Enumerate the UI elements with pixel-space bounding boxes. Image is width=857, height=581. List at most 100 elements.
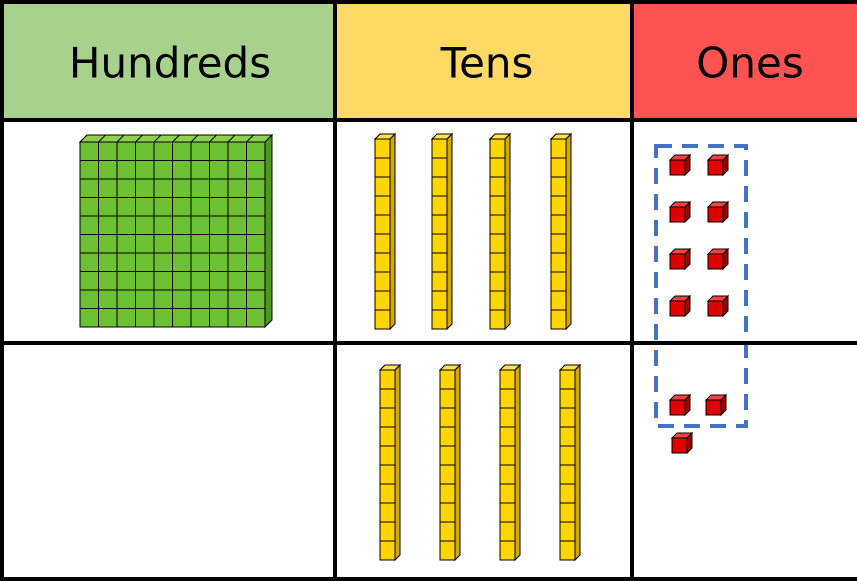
header-ones: Ones: [696, 39, 803, 88]
rod-side: [565, 132, 572, 331]
flat-top-line: [190, 134, 199, 143]
rod-cell: [439, 388, 456, 409]
flat-cell: [246, 271, 266, 291]
flat-cell: [246, 178, 266, 198]
flat-cell: [209, 289, 229, 309]
flat-cell: [172, 289, 192, 309]
rod-cell: [431, 195, 448, 216]
rod-side: [389, 132, 396, 331]
rod-cell: [379, 369, 396, 390]
flat-cell: [209, 197, 229, 217]
rod-cell: [499, 388, 516, 409]
rod-cell: [379, 483, 396, 504]
rod-cell: [431, 309, 448, 330]
rod-cell: [431, 290, 448, 311]
flat-cell: [227, 160, 247, 180]
rod-cell: [489, 176, 506, 197]
flat-cell: [98, 197, 118, 217]
rod-cell: [374, 195, 391, 216]
flat-cell: [172, 308, 192, 328]
rod-cell: [439, 521, 456, 542]
cube-face: [669, 253, 686, 270]
rod-cell: [374, 138, 391, 159]
flat-cell: [135, 289, 155, 309]
flat-cell: [135, 215, 155, 235]
flat-top-line: [98, 134, 106, 143]
rod-cell: [499, 464, 516, 485]
flat-cell: [246, 197, 266, 217]
rod-cell: [559, 388, 576, 409]
rod-side: [574, 363, 581, 562]
rod-cell: [550, 214, 567, 235]
flat-cell: [172, 160, 192, 180]
cube-face: [707, 253, 724, 270]
flat-cell: [98, 215, 118, 235]
flat-cell: [153, 252, 173, 272]
flat-cell: [209, 271, 229, 291]
rod-cell: [439, 407, 456, 428]
rod-cell: [550, 271, 567, 292]
flat-cell: [190, 215, 210, 235]
rod-cell: [499, 426, 516, 447]
flat-cell: [153, 308, 173, 328]
flat-cell: [153, 215, 173, 235]
rod-cell: [379, 502, 396, 523]
rod-cell: [489, 290, 506, 311]
flat-cell: [135, 160, 155, 180]
flat-cell: [135, 197, 155, 217]
rod-cell: [499, 369, 516, 390]
rod-cell: [559, 407, 576, 428]
flat-top-line: [116, 134, 125, 143]
flat-cell: [79, 178, 99, 198]
flat-cell: [98, 178, 118, 198]
flat-cell: [153, 141, 173, 161]
flat-cell: [172, 234, 192, 254]
flat-cell: [135, 234, 155, 254]
flat-cell: [135, 141, 155, 161]
flat-cell: [209, 141, 229, 161]
flat-cell: [98, 271, 118, 291]
rod-side: [446, 132, 453, 331]
rod-cell: [489, 157, 506, 178]
rod-cell: [550, 290, 567, 311]
rod-cell: [559, 369, 576, 390]
flat-cell: [227, 289, 247, 309]
flat-cell: [209, 160, 229, 180]
flat-top-line: [79, 134, 88, 143]
flat-cell: [227, 197, 247, 217]
rod-cell: [439, 464, 456, 485]
flat-cell: [116, 308, 136, 328]
rod-cell: [499, 483, 516, 504]
rod-cell: [379, 521, 396, 542]
flat-cell: [116, 289, 136, 309]
flat-cell: [172, 141, 192, 161]
flat-cell: [209, 252, 229, 272]
flat-cell: [190, 178, 210, 198]
rod-cell: [550, 157, 567, 178]
flat-cell: [172, 215, 192, 235]
flat-cell: [190, 197, 210, 217]
rod-side: [514, 363, 521, 562]
flat-top-line: [209, 134, 217, 143]
flat-cell: [135, 308, 155, 328]
rod-cell: [550, 252, 567, 273]
rod-cell: [559, 483, 576, 504]
flat-cell: [79, 234, 99, 254]
flat-top-line: [227, 134, 236, 143]
rod-cell: [559, 502, 576, 523]
flat-cell: [153, 271, 173, 291]
flat-cell: [190, 252, 210, 272]
rod-side: [504, 132, 511, 331]
rod-cell: [439, 445, 456, 466]
flat-cell: [116, 141, 136, 161]
flat-cell: [209, 308, 229, 328]
cube-face: [671, 437, 688, 454]
rod-cell: [439, 369, 456, 390]
hundreds-header-bg: [2, 2, 335, 120]
flat-top-line: [172, 134, 180, 143]
flat-cell: [153, 178, 173, 198]
rod-cell: [431, 233, 448, 254]
rod-cell: [379, 407, 396, 428]
flat-cell: [116, 160, 136, 180]
